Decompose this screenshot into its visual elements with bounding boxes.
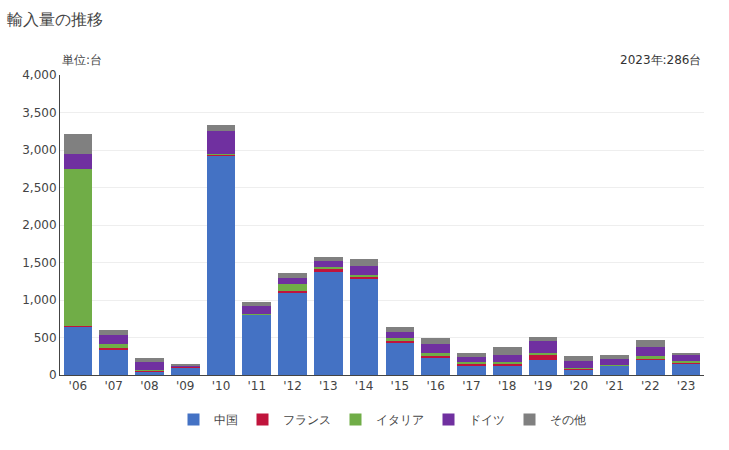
svg-text:0: 0: [49, 368, 57, 382]
svg-text:'17: '17: [462, 379, 481, 393]
svg-text:2,000: 2,000: [22, 218, 56, 232]
svg-text:'21: '21: [605, 379, 624, 393]
svg-text:4,000: 4,000: [22, 68, 56, 82]
svg-text:'20: '20: [569, 379, 588, 393]
svg-text:'13: '13: [319, 379, 338, 393]
svg-text:'14: '14: [355, 379, 374, 393]
svg-text:'10: '10: [212, 379, 231, 393]
svg-text:ドイツ: ドイツ: [469, 413, 505, 427]
svg-text:500: 500: [34, 331, 57, 345]
svg-text:'15: '15: [391, 379, 410, 393]
svg-text:'12: '12: [283, 379, 302, 393]
svg-text:'08: '08: [140, 379, 159, 393]
svg-text:3,000: 3,000: [22, 143, 56, 157]
svg-text:'18: '18: [498, 379, 517, 393]
svg-text:1,500: 1,500: [22, 256, 56, 270]
svg-text:'23: '23: [677, 379, 696, 393]
svg-text:フランス: フランス: [283, 413, 331, 427]
svg-text:'09: '09: [176, 379, 195, 393]
svg-text:1,000: 1,000: [22, 293, 56, 307]
svg-text:イタリア: イタリア: [376, 413, 424, 427]
svg-text:'07: '07: [104, 379, 123, 393]
svg-text:2,500: 2,500: [22, 181, 56, 195]
svg-text:単位:台: 単位:台: [62, 53, 102, 67]
svg-text:'11: '11: [247, 379, 266, 393]
svg-text:その他: その他: [550, 413, 586, 427]
svg-text:'16: '16: [426, 379, 445, 393]
svg-text:2023年:286台: 2023年:286台: [620, 53, 702, 67]
svg-text:3,500: 3,500: [22, 106, 56, 120]
svg-text:輸入量の推移: 輸入量の推移: [7, 10, 103, 29]
svg-text:'06: '06: [69, 379, 88, 393]
svg-text:'19: '19: [534, 379, 553, 393]
svg-text:中国: 中国: [214, 413, 238, 427]
svg-text:'22: '22: [641, 379, 660, 393]
